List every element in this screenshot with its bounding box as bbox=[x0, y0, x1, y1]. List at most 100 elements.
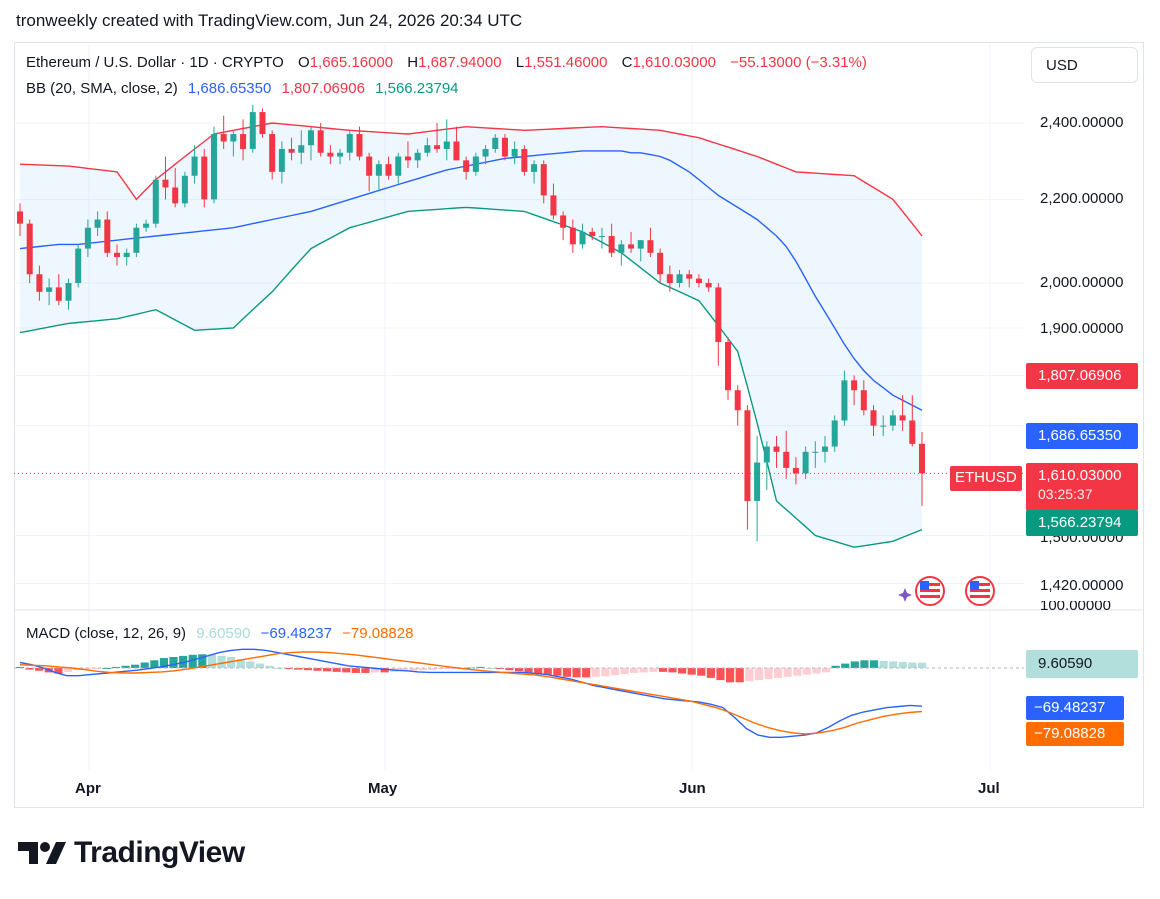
candle-body bbox=[278, 148, 285, 172]
candle-body bbox=[618, 244, 625, 253]
candle bbox=[65, 278, 72, 310]
candle-body bbox=[870, 410, 877, 426]
bb-lower-tag: 1,566.23794 bbox=[1026, 510, 1138, 536]
candle bbox=[618, 240, 625, 266]
candle bbox=[492, 134, 499, 153]
candle-body bbox=[55, 287, 62, 301]
candle-body bbox=[298, 145, 305, 153]
macd-histogram-bar bbox=[131, 664, 140, 668]
candle bbox=[540, 160, 547, 204]
candle-body bbox=[851, 380, 858, 391]
candle bbox=[909, 395, 916, 447]
macd-histogram-bar bbox=[409, 668, 418, 671]
macd-histogram-bar bbox=[399, 668, 408, 672]
candle bbox=[783, 430, 790, 479]
us-flag-icon[interactable] bbox=[965, 576, 995, 606]
candle-body bbox=[540, 164, 547, 196]
candle bbox=[84, 219, 91, 258]
macd-histogram-bar bbox=[630, 668, 639, 673]
candle bbox=[434, 123, 441, 153]
price-axis-label: 2,400.00000 bbox=[1040, 114, 1124, 131]
macd-histogram-bar bbox=[572, 668, 581, 678]
candle-body bbox=[880, 425, 887, 427]
candle bbox=[414, 148, 421, 169]
candle bbox=[220, 115, 227, 149]
low-label: L bbox=[515, 54, 525, 71]
macd-histogram-bar bbox=[284, 668, 293, 670]
macd-histogram-bar bbox=[370, 668, 380, 673]
candle bbox=[880, 415, 887, 437]
candle bbox=[802, 446, 809, 479]
macd-histogram-bar bbox=[351, 668, 360, 673]
candle bbox=[201, 148, 208, 208]
candle-body bbox=[269, 134, 276, 172]
candle-body bbox=[841, 380, 848, 421]
candle-body bbox=[734, 390, 741, 411]
candle-body bbox=[550, 195, 557, 216]
candle-body bbox=[133, 227, 140, 253]
candle bbox=[715, 283, 722, 366]
macd-histogram-bar bbox=[706, 668, 715, 678]
macd-histogram-bar bbox=[917, 662, 927, 668]
macd-legend[interactable]: MACD (close, 12, 26, 9) 9.60590 −69.4823… bbox=[26, 625, 413, 642]
candle-body bbox=[220, 134, 227, 142]
candle-body bbox=[783, 451, 790, 468]
macd-histogram-bar bbox=[678, 668, 687, 674]
candle-body bbox=[366, 156, 373, 176]
candle bbox=[501, 134, 508, 161]
candle bbox=[375, 160, 382, 192]
candle bbox=[482, 145, 489, 165]
candle bbox=[831, 415, 838, 452]
macd-histogram-bar bbox=[15, 666, 25, 668]
candle bbox=[676, 269, 683, 288]
macd-hist-value: 9.60590 bbox=[196, 625, 251, 642]
candle-body bbox=[860, 390, 867, 411]
candle bbox=[26, 219, 33, 283]
candle-body bbox=[191, 156, 198, 176]
price-axis-label: 100.00000 bbox=[1040, 601, 1111, 611]
candle-body bbox=[812, 451, 819, 453]
us-flag-icon[interactable] bbox=[915, 576, 945, 606]
macd-histogram-bar bbox=[601, 668, 610, 677]
macd-histogram-bar bbox=[322, 668, 332, 672]
candle-body bbox=[715, 287, 722, 342]
time-axis-label: Jul bbox=[978, 780, 1000, 797]
candle bbox=[307, 126, 314, 161]
price-axis-label: 2,200.00000 bbox=[1040, 190, 1124, 207]
open-label: O bbox=[298, 54, 310, 71]
candle-body bbox=[744, 410, 751, 502]
candle-body bbox=[482, 148, 489, 157]
candle-body bbox=[346, 134, 353, 153]
candle-body bbox=[831, 420, 838, 447]
candle-body bbox=[123, 252, 130, 258]
candle-body bbox=[754, 462, 761, 502]
candle-body bbox=[230, 134, 237, 142]
macd-histogram-bar bbox=[54, 668, 63, 674]
candle-body bbox=[404, 156, 411, 161]
bb-name: BB (20, SMA, close, 2) bbox=[26, 80, 178, 97]
candle bbox=[16, 203, 24, 237]
macd-histogram-bar bbox=[83, 668, 92, 670]
candle-body bbox=[395, 156, 402, 176]
candle bbox=[230, 130, 237, 157]
candle bbox=[569, 219, 576, 253]
candle bbox=[472, 152, 479, 176]
currency-button[interactable]: USD bbox=[1031, 47, 1138, 83]
macd-histogram-bar bbox=[649, 668, 658, 672]
macd-histogram-bar bbox=[159, 658, 169, 668]
candle-body bbox=[317, 130, 324, 153]
bb-basis-tag: 1,686.65350 bbox=[1026, 423, 1138, 449]
candle-body bbox=[26, 223, 33, 275]
symbol-title[interactable]: Ethereum / U.S. Dollar · 1D · CRYPTO bbox=[26, 54, 284, 71]
candle-body bbox=[356, 134, 363, 157]
bb-legend[interactable]: BB (20, SMA, close, 2) 1,686.65350 1,807… bbox=[26, 80, 459, 97]
macd-histogram-bar bbox=[179, 655, 188, 668]
macd-histogram-bar bbox=[418, 668, 428, 671]
macd-histogram-bar bbox=[332, 668, 341, 672]
sparkle-icon[interactable] bbox=[898, 588, 912, 602]
macd-histogram-bar bbox=[658, 668, 667, 672]
macd-histogram-bar bbox=[812, 668, 821, 674]
macd-histogram-bar bbox=[773, 668, 783, 678]
candle bbox=[75, 244, 82, 288]
